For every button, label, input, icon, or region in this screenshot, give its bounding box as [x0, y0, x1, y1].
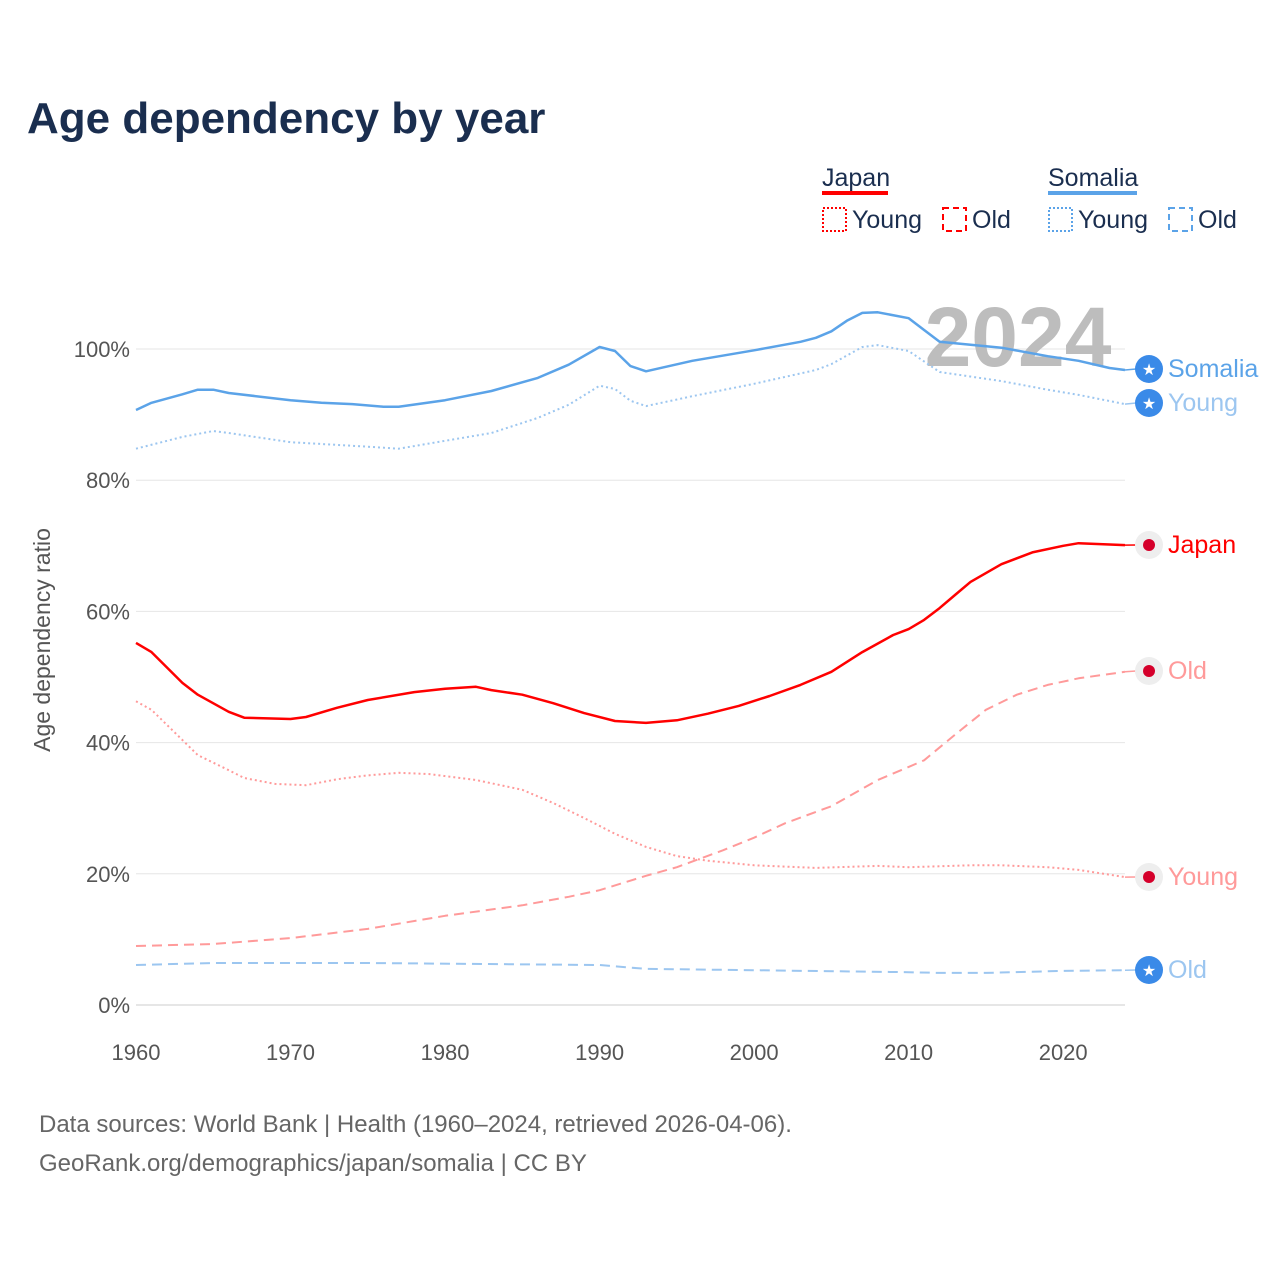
legend-country-somalia: Somalia	[1048, 164, 1138, 192]
end-label: Young	[1168, 389, 1238, 417]
legend-swatch-old	[1168, 207, 1193, 232]
legend-item-old: Old	[972, 206, 1011, 234]
legend-swatch-old	[942, 207, 967, 232]
legend-item-old: Old	[1198, 206, 1237, 234]
series-line-somalia-old	[135, 962, 1126, 974]
x-tick-label: 1990	[575, 1040, 624, 1065]
somalia-flag-icon	[1135, 389, 1163, 417]
legend-item-young: Young	[852, 206, 922, 234]
y-tick-label: 40%	[86, 731, 130, 756]
y-axis-ticks: 0% 20% 40% 60% 80% 100%	[74, 337, 130, 1018]
y-tick-label: 0%	[98, 993, 130, 1018]
y-tick-label: 80%	[86, 468, 130, 493]
x-tick-label: 2000	[730, 1040, 779, 1065]
footer-link[interactable]: GeoRank.org/demographics/japan/somalia |…	[39, 1150, 587, 1177]
end-connector	[1124, 670, 1137, 673]
x-axis-ticks: 1960 1970 1980 1990 2000 2010 2020	[112, 1040, 1088, 1065]
legend-country-japan: Japan	[822, 164, 890, 192]
legend-country-swatch	[822, 191, 888, 195]
legend-country-swatch	[1048, 191, 1137, 195]
red-dot-icon	[1143, 665, 1155, 677]
y-axis-label: Age dependency ratio	[29, 528, 55, 752]
legend-item-young: Young	[1078, 206, 1148, 234]
y-tick-label: 20%	[86, 862, 130, 887]
series-lines	[135, 311, 1126, 974]
y-tick-label: 60%	[86, 599, 130, 624]
legend-swatch-young	[822, 207, 847, 232]
red-dot-icon	[1143, 871, 1155, 883]
star-icon: ★	[1142, 362, 1156, 379]
x-tick-label: 1970	[266, 1040, 315, 1065]
x-tick-label: 1960	[112, 1040, 161, 1065]
legend-swatch-young	[1048, 207, 1073, 232]
end-label: Japan	[1168, 531, 1236, 559]
footer-sources: Data sources: World Bank | Health (1960–…	[39, 1111, 792, 1138]
end-connector	[1124, 402, 1137, 405]
series-end-labels: Japan Young Old ★ Somalia ★ Young ★ Old	[1124, 355, 1258, 984]
end-connector	[1124, 368, 1137, 371]
series-line-japan-young	[135, 700, 1126, 879]
red-dot-icon	[1143, 539, 1155, 551]
year-watermark: 2024	[925, 290, 1112, 384]
star-icon: ★	[1142, 963, 1156, 980]
grid	[136, 348, 1125, 1006]
chart-title: Age dependency by year	[27, 94, 545, 143]
end-label: Somalia	[1168, 355, 1258, 383]
end-label: Old	[1168, 657, 1207, 685]
x-tick-label: 2010	[884, 1040, 933, 1065]
star-icon: ★	[1142, 396, 1156, 413]
y-tick-label: 100%	[74, 337, 130, 362]
x-tick-label: 2020	[1039, 1040, 1088, 1065]
series-line-japan	[135, 541, 1126, 725]
legend: Japan Young Old Somalia Young Old	[822, 164, 1237, 234]
somalia-flag-icon	[1135, 956, 1163, 984]
end-label: Young	[1168, 863, 1238, 891]
series-line-somalia	[135, 311, 1126, 412]
series-line-japan-old	[135, 670, 1126, 947]
x-tick-label: 1980	[421, 1040, 470, 1065]
somalia-flag-icon	[1135, 355, 1163, 383]
end-label: Old	[1168, 956, 1207, 984]
